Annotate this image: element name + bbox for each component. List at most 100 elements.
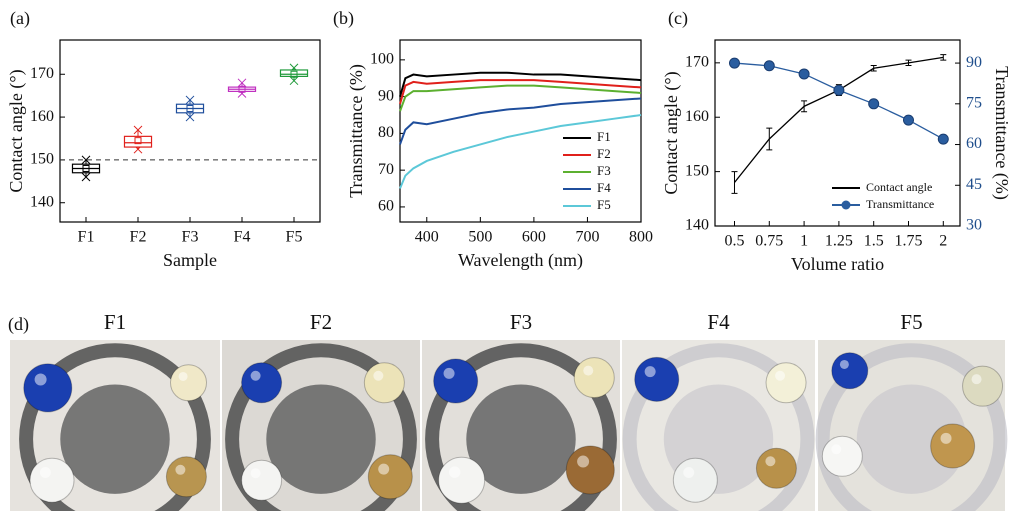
x-tick-label: 0.75 [755, 233, 783, 250]
photo-title: F1 [104, 310, 126, 334]
droplet-highlight [644, 366, 656, 378]
x-tick-label: 1.75 [894, 233, 922, 250]
legend-label: Transmittance [866, 197, 934, 211]
point [798, 68, 810, 80]
whisker-end [237, 78, 247, 88]
droplet [821, 435, 863, 477]
droplet-highlight [765, 456, 776, 467]
y-tick-label: 140 [30, 193, 54, 210]
droplet-highlight [839, 359, 849, 369]
y-tick-label: 150 [30, 151, 54, 168]
error-bar [801, 100, 808, 113]
legend-marker [841, 200, 851, 210]
series-line [399, 71, 642, 97]
droplet-highlight [39, 467, 51, 479]
droplet [962, 365, 1004, 407]
point [868, 98, 880, 110]
error-bar [905, 59, 912, 67]
x-tick-label: 500 [468, 229, 492, 246]
panel-label: (d) [8, 314, 29, 335]
series-line [399, 84, 642, 112]
droplet [634, 356, 680, 402]
x-axis-label: Volume ratio [791, 254, 884, 274]
photo-title: F5 [900, 310, 922, 334]
droplet [930, 423, 976, 469]
logo-core [60, 384, 170, 494]
y2-tick-label: 45 [966, 176, 982, 193]
y-tick-label: 80 [378, 124, 394, 141]
legend-label: F1 [597, 129, 611, 144]
point [763, 60, 775, 72]
whisker-end [289, 76, 299, 86]
y-axis-label: Contact angle (°) [6, 69, 27, 192]
logo-ring [425, 343, 617, 511]
droplet-highlight [683, 467, 695, 479]
plot-frame [714, 39, 961, 227]
x-axis-label: Wavelength (nm) [458, 250, 583, 271]
x-tick-label: 2 [939, 233, 947, 250]
y2-tick-label: 30 [966, 217, 982, 234]
droplet [363, 362, 405, 404]
logo-core [466, 384, 576, 494]
y-tick-label: 140 [685, 217, 709, 234]
droplet [241, 459, 283, 501]
droplet-highlight [940, 432, 952, 444]
droplet-highlight [250, 370, 261, 381]
x-tick-label: F5 [286, 229, 303, 246]
error-bar [766, 127, 773, 151]
y2-tick-label: 60 [966, 135, 982, 152]
droplet [755, 447, 797, 489]
droplet [433, 358, 479, 404]
mean [134, 137, 142, 145]
series-line [399, 79, 642, 105]
x-tick-label: 700 [575, 229, 599, 246]
x-axis-label: Sample [163, 250, 217, 270]
x-tick-label: 400 [415, 229, 439, 246]
series-line [734, 62, 944, 140]
droplet-highlight [577, 455, 590, 468]
series-line [399, 114, 642, 189]
logo-ring [815, 343, 1008, 511]
error-bar [731, 171, 738, 194]
droplet [367, 454, 413, 500]
droplet [573, 357, 615, 399]
point [833, 84, 845, 96]
y-tick-label: 60 [378, 198, 394, 215]
panel-label: (c) [668, 8, 688, 29]
droplet-highlight [250, 468, 261, 479]
box [123, 135, 153, 148]
point [902, 114, 914, 126]
x-tick-label: F3 [182, 229, 199, 246]
legend-label: Contact angle [866, 180, 932, 194]
droplet-highlight [971, 374, 982, 385]
droplet-highlight [178, 371, 188, 381]
legend-label: F5 [597, 197, 611, 212]
y-tick-label: 160 [30, 108, 54, 125]
y-tick-label: 100 [370, 51, 394, 68]
droplet-highlight [175, 464, 186, 475]
mean [186, 105, 194, 113]
point [937, 133, 949, 145]
x-tick-label: 1.25 [825, 233, 853, 250]
y-tick-label: 170 [685, 54, 709, 71]
logo-core [856, 384, 967, 494]
x-tick-label: 1.5 [864, 233, 884, 250]
y2-axis-label: Transmittance (%) [991, 66, 1010, 200]
y-tick-label: 150 [685, 162, 709, 179]
y-tick-label: 70 [378, 161, 394, 178]
y-tick-label: 160 [685, 108, 709, 125]
mean [238, 85, 246, 93]
plot-frame [59, 39, 321, 223]
droplet-highlight [775, 370, 786, 381]
y-axis-label: Contact angle (°) [661, 71, 682, 194]
mean [82, 164, 90, 172]
plot-frame [399, 39, 642, 223]
droplet [438, 456, 486, 504]
droplet [23, 363, 73, 413]
droplet [831, 352, 869, 390]
droplet-highlight [373, 370, 384, 381]
series-line [399, 97, 642, 145]
y-axis-label: Transmittance (%) [346, 64, 367, 198]
x-tick-label: F2 [130, 229, 147, 246]
droplet [765, 362, 807, 404]
